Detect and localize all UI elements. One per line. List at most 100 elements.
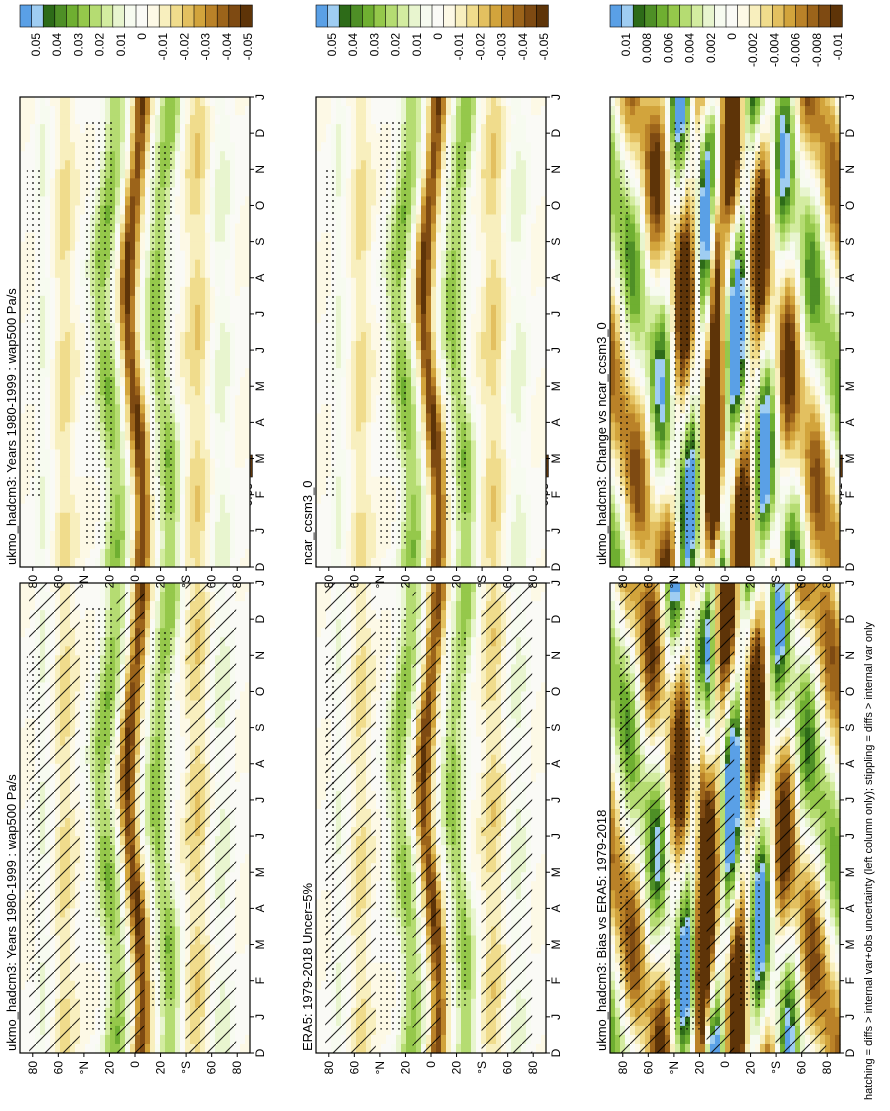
heatmap-cell — [175, 592, 181, 602]
heatmap-cell — [230, 549, 236, 559]
heatmap-cell — [240, 936, 246, 946]
heatmap-cell — [215, 540, 221, 550]
heatmap-cell — [135, 450, 141, 460]
heatmap-cell — [240, 972, 246, 982]
heatmap-cell — [75, 242, 81, 252]
heatmap-cell — [30, 513, 36, 523]
heatmap-cell — [205, 477, 211, 487]
heatmap-cell — [30, 558, 36, 568]
heatmap-cell — [225, 169, 231, 179]
lat-tick-label: 60 — [205, 575, 219, 589]
heatmap-cell — [50, 305, 56, 315]
heatmap-cell — [180, 178, 186, 188]
heatmap-cell — [130, 287, 136, 297]
heatmap-cell — [185, 468, 191, 478]
heatmap-cell — [225, 422, 231, 432]
heatmap-cell — [220, 395, 226, 405]
heatmap-cell — [20, 999, 26, 1009]
heatmap-cell — [20, 628, 26, 638]
heatmap-cell — [75, 486, 81, 496]
heatmap-cell — [205, 205, 211, 215]
heatmap-cell — [45, 224, 51, 234]
colorbar: 0.050.040.030.020.010-0.01-0.02-0.03-0.0… — [20, 5, 255, 60]
heatmap-cell — [120, 359, 126, 369]
heatmap-cell — [140, 151, 146, 161]
heatmap-cell — [60, 287, 66, 297]
heatmap-cell — [100, 1035, 106, 1045]
heatmap-cell — [130, 486, 136, 496]
heatmap-cell — [200, 377, 206, 387]
heatmap-cell — [55, 368, 61, 378]
heatmap-cell — [115, 305, 121, 315]
heatmap-cell — [215, 296, 221, 306]
heatmap-cell — [45, 260, 51, 270]
heatmap-cell — [200, 196, 206, 206]
heatmap-cell — [125, 431, 131, 441]
colorbar-label: -0.04 — [220, 33, 234, 61]
heatmap-cell — [175, 854, 181, 864]
month-tick-label: M — [253, 867, 267, 877]
heatmap-cell — [50, 386, 56, 396]
colorbar-swatch — [43, 5, 55, 27]
heatmap-cell — [190, 495, 196, 505]
heatmap-cell — [140, 513, 146, 523]
heatmap-cell — [190, 468, 196, 478]
heatmap-cell — [235, 215, 241, 225]
heatmap-cell — [145, 601, 151, 611]
heatmap-cell — [45, 504, 51, 514]
heatmap-cell — [210, 341, 216, 351]
heatmap-cell — [70, 178, 76, 188]
heatmap-cell — [135, 495, 141, 505]
heatmap-cell — [65, 251, 71, 261]
heatmap-cell — [240, 196, 246, 206]
heatmap-cell — [175, 558, 181, 568]
heatmap-cell — [175, 440, 181, 450]
heatmap-cell — [215, 278, 221, 288]
heatmap-cell — [195, 540, 201, 550]
heatmap-cell — [240, 305, 246, 315]
heatmap-cell — [185, 377, 191, 387]
heatmap-cell — [215, 350, 221, 360]
heatmap-cell — [170, 115, 176, 125]
heatmap-cell — [105, 106, 111, 116]
heatmap-cell — [70, 477, 76, 487]
heatmap-cell — [55, 305, 61, 315]
heatmap-cell — [70, 450, 76, 460]
heatmap-cell — [175, 664, 181, 674]
heatmap-cell — [185, 296, 191, 306]
heatmap-cell — [235, 106, 241, 116]
heatmap-cell — [175, 142, 181, 152]
heatmap-cell — [240, 332, 246, 342]
heatmap-cell — [175, 881, 181, 891]
heatmap-cell — [90, 1035, 96, 1045]
heatmap-cell — [225, 504, 231, 514]
heatmap-cell — [230, 224, 236, 234]
heatmap-cell — [190, 323, 196, 333]
heatmap-cell — [195, 142, 201, 152]
heatmap-cell — [240, 881, 246, 891]
heatmap-cell — [45, 468, 51, 478]
heatmap-cell — [125, 178, 131, 188]
heatmap-cell — [240, 908, 246, 918]
month-tick-label: J — [253, 580, 267, 586]
heatmap-cell — [140, 477, 146, 487]
heatmap-cell — [140, 242, 146, 252]
heatmap-cell — [140, 124, 146, 134]
heatmap-cell — [165, 549, 171, 559]
heatmap-cell — [180, 619, 186, 629]
heatmap-cell — [70, 540, 76, 550]
heatmap-cell — [175, 97, 181, 107]
heatmap-cell — [120, 115, 126, 125]
heatmap-cell — [175, 728, 181, 738]
heatmap-cell — [130, 133, 136, 143]
heatmap-cell — [195, 178, 201, 188]
heatmap-cell — [240, 178, 246, 188]
heatmap-cell — [225, 178, 231, 188]
heatmap-cell — [235, 269, 241, 279]
heatmap-cell — [240, 440, 246, 450]
heatmap-cell — [230, 187, 236, 197]
heatmap-cell — [120, 242, 126, 252]
heatmap-cell — [205, 350, 211, 360]
heatmap-cell — [215, 549, 221, 559]
heatmap-cell — [190, 386, 196, 396]
